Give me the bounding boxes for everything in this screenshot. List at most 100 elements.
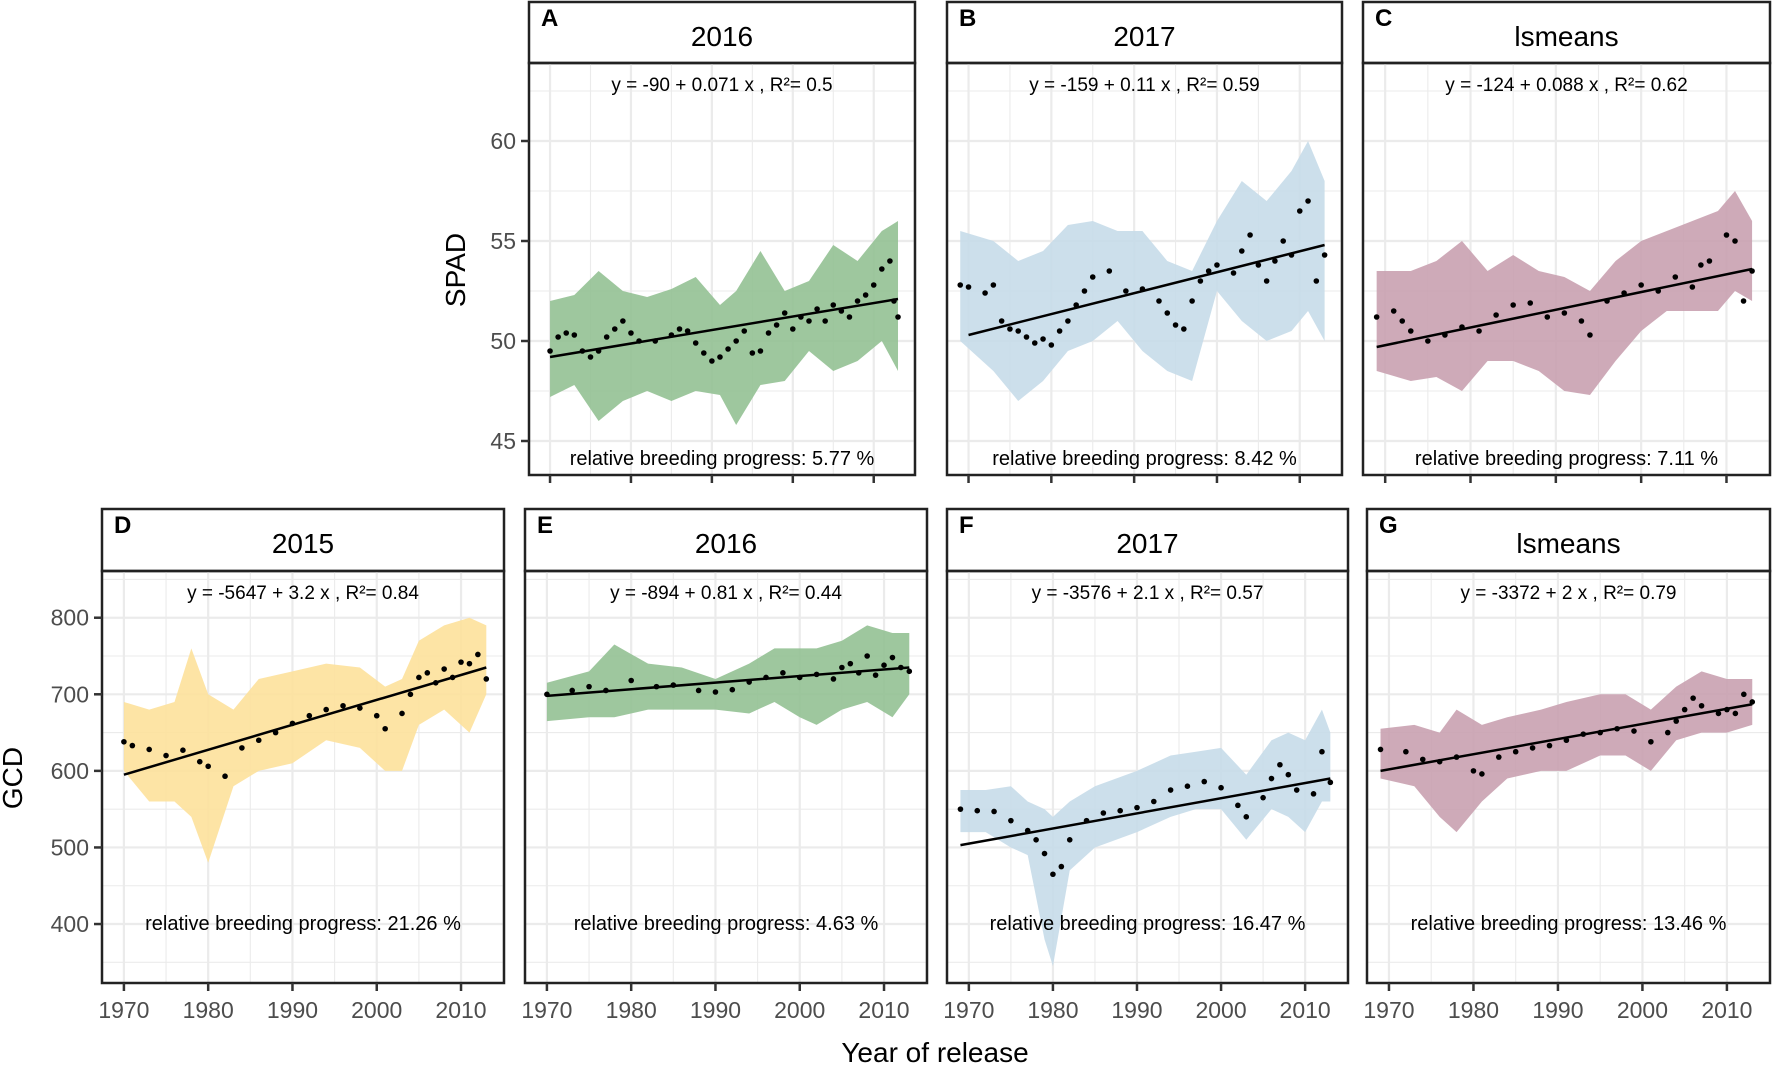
- data-point: [1604, 298, 1610, 304]
- data-point: [1698, 702, 1705, 709]
- data-point: [830, 676, 837, 682]
- y-tick-label: 700: [51, 681, 89, 707]
- panel-letter: F: [959, 512, 974, 539]
- data-point: [846, 314, 853, 320]
- regression-line: [1376, 267, 1753, 349]
- data-point: [1197, 278, 1204, 284]
- data-point: [854, 298, 861, 304]
- data-point: [1327, 779, 1334, 786]
- data-point: [1123, 288, 1129, 294]
- data-point: [1280, 238, 1287, 244]
- panel-D: D 2015 y = -5647 + 3.2 x , R²= 0.84 relativ…: [51, 507, 506, 1023]
- data-point: [255, 737, 262, 744]
- data-point: [399, 710, 405, 717]
- data-point: [741, 328, 748, 334]
- data-point: [881, 662, 887, 668]
- data-point: [898, 664, 904, 671]
- data-point: [628, 677, 634, 684]
- data-point: [1260, 794, 1266, 801]
- data-point: [746, 679, 752, 685]
- data-point: [441, 666, 447, 672]
- data-point: [483, 676, 490, 682]
- data-point: [781, 310, 788, 316]
- data-point: [1436, 758, 1443, 765]
- data-point: [603, 687, 609, 694]
- data-point: [222, 773, 228, 780]
- data-point: [587, 354, 594, 360]
- panel-strip: [100, 507, 506, 573]
- panel-border: [100, 569, 506, 985]
- data-point: [668, 332, 675, 338]
- data-point: [1040, 336, 1046, 342]
- data-point: [1106, 268, 1113, 274]
- data-point: [653, 683, 660, 690]
- data-point: [1419, 756, 1426, 763]
- confidence-band: [546, 625, 910, 725]
- confidence-band: [1380, 671, 1753, 833]
- data-point: [1255, 262, 1262, 268]
- panel-border: [1365, 569, 1772, 985]
- x-tick-label: 2010: [435, 997, 486, 1023]
- panel-strip: [1365, 507, 1772, 573]
- data-point: [1495, 754, 1502, 760]
- data-point: [1065, 318, 1071, 324]
- data-point: [563, 330, 570, 336]
- panel-letter: G: [1379, 512, 1398, 539]
- x-tick-label: 2000: [351, 997, 402, 1023]
- panel-border: [945, 61, 1344, 477]
- data-point: [1723, 232, 1730, 238]
- data-point: [1698, 262, 1704, 268]
- data-point: [765, 330, 772, 336]
- regression-line: [960, 777, 1331, 847]
- data-point: [121, 738, 127, 745]
- data-point: [991, 808, 997, 815]
- data-point: [1041, 850, 1048, 857]
- data-point: [676, 326, 683, 332]
- data-point: [891, 298, 897, 304]
- regression-equation: y = -3576 + 2.1 x , R²= 0.57: [1032, 583, 1264, 604]
- data-point: [146, 746, 152, 753]
- x-tick-label: 2010: [858, 997, 909, 1023]
- data-point: [839, 664, 845, 671]
- y-axis-title-gcd: GCD: [0, 747, 28, 809]
- data-point: [1184, 783, 1191, 789]
- data-point: [1015, 328, 1022, 334]
- data-point: [180, 747, 186, 753]
- panel-strip: [945, 507, 1350, 573]
- data-point: [862, 292, 869, 298]
- x-tick-label: 1990: [1111, 997, 1162, 1023]
- data-point: [1407, 328, 1414, 334]
- y-axis-title-spad: SPAD: [440, 233, 471, 307]
- data-point: [1031, 340, 1038, 346]
- breeding-progress-label: relative breeding progress: 4.63 %: [574, 913, 879, 935]
- data-point: [1239, 248, 1245, 254]
- data-point: [458, 659, 464, 665]
- confidence-band: [960, 709, 1331, 967]
- x-tick-label: 1980: [1027, 997, 1078, 1023]
- x-tick-label: 1990: [690, 997, 741, 1023]
- data-point: [1066, 836, 1073, 843]
- data-point: [1544, 314, 1551, 320]
- data-point: [796, 674, 803, 681]
- data-point: [1008, 817, 1014, 824]
- data-point: [1399, 318, 1406, 324]
- data-point: [1587, 332, 1593, 338]
- data-point: [1310, 791, 1317, 797]
- data-point: [1293, 787, 1300, 793]
- panel-letter: E: [537, 512, 553, 539]
- data-point: [725, 346, 731, 352]
- regression-equation: y = -159 + 0.11 x , R²= 0.59: [1029, 75, 1259, 96]
- data-point: [780, 670, 786, 676]
- confidence-band: [123, 617, 487, 863]
- regression-equation: y = -894 + 0.81 x , R²= 0.44: [610, 583, 842, 604]
- data-point: [1453, 754, 1460, 760]
- data-point: [990, 282, 997, 288]
- data-point: [1277, 761, 1283, 768]
- data-point: [1459, 324, 1465, 330]
- data-point: [1201, 778, 1208, 785]
- data-point: [196, 758, 203, 765]
- data-point: [1288, 252, 1295, 258]
- data-point: [1214, 262, 1220, 268]
- data-point: [611, 326, 618, 332]
- data-point: [692, 340, 699, 346]
